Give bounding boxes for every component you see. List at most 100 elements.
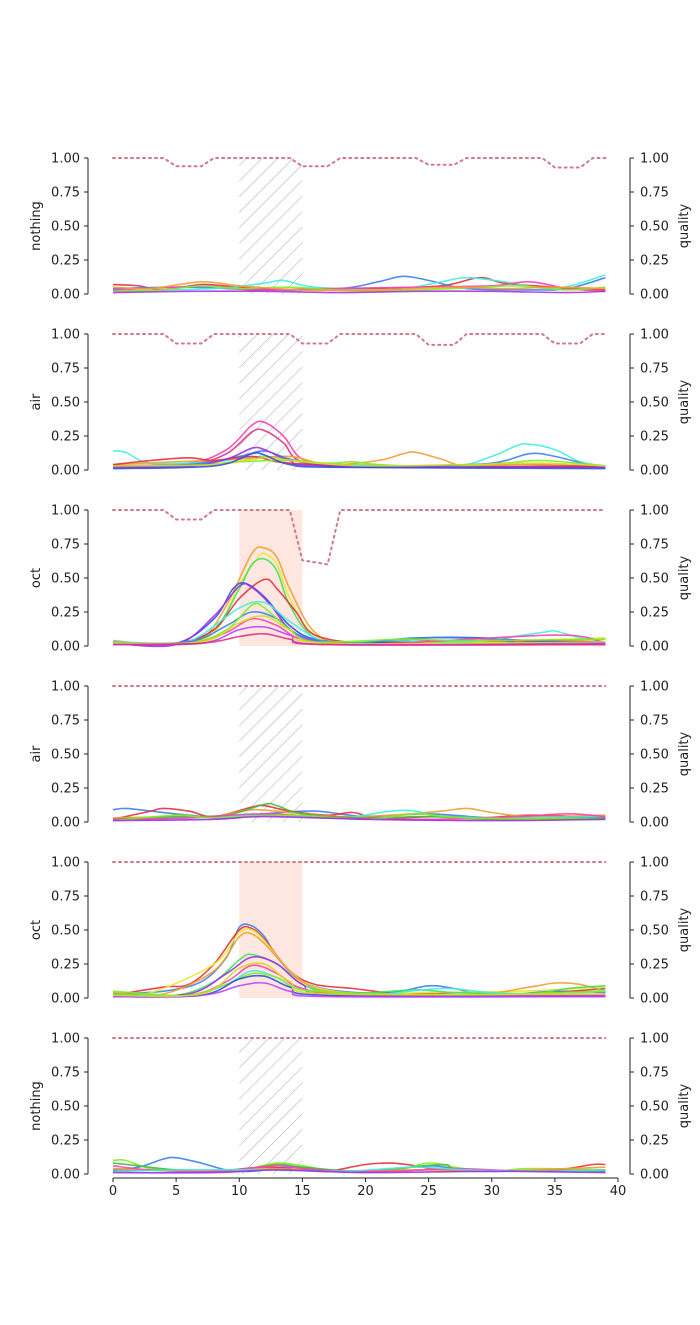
ytick-label: 0.25: [51, 958, 80, 973]
ylabel-right: quality: [677, 555, 692, 600]
xtick-label: 25: [420, 1184, 437, 1199]
ylabel-right: quality: [677, 203, 692, 248]
ylabel: air: [29, 393, 44, 411]
series-line: [112, 456, 606, 467]
ytick-label: 1.00: [51, 152, 80, 167]
ylabel: air: [29, 745, 44, 763]
ytick-label: 0.75: [51, 186, 80, 201]
ytick-label: 0.50: [51, 572, 80, 587]
xtick-label: 5: [172, 1184, 180, 1199]
quality-line: [112, 509, 607, 566]
stimulus-region: [239, 510, 303, 646]
ytick-label: 0.00: [51, 1168, 80, 1183]
ytick-label: 0.25: [51, 782, 80, 797]
ytick-label: 0.75: [51, 1066, 80, 1081]
ytick-label: 1.00: [51, 504, 80, 519]
series-line: [112, 280, 606, 292]
ytick-label: 0.00: [51, 464, 80, 479]
xtick-label: 10: [231, 1184, 248, 1199]
ytick-label-right: 1.00: [640, 856, 669, 871]
ytick-label-right: 0.75: [640, 890, 669, 905]
panel-3: 0.00 0.00 0.25 0.25 0.50 0.50 0.75 0.75 1.00 1.00…: [29, 504, 692, 655]
stimulus-region-hatched: [239, 1038, 303, 1174]
series-line: [112, 602, 606, 646]
series-line: [112, 546, 606, 646]
ytick-label: 0.75: [51, 362, 80, 377]
ytick-label: 1.00: [51, 856, 80, 871]
ytick-label-right: 0.00: [640, 1168, 669, 1183]
xtick-label: 35: [547, 1184, 564, 1199]
ytick-label-right: 0.00: [640, 464, 669, 479]
xtick-label: 30: [483, 1184, 500, 1199]
stimulus-region-hatched: [239, 686, 303, 822]
ytick-label-right: 1.00: [640, 328, 669, 343]
xtick-label: 20: [357, 1184, 374, 1199]
ytick-label-right: 0.75: [640, 186, 669, 201]
ytick-label: 0.25: [51, 254, 80, 269]
ytick-label: 0.75: [51, 538, 80, 553]
ylabel-right: quality: [677, 1083, 692, 1128]
ytick-label: 0.75: [51, 890, 80, 905]
ytick-label-right: 0.50: [640, 1100, 669, 1115]
series-line: [112, 925, 606, 997]
ytick-label-right: 0.75: [640, 714, 669, 729]
panel-1: 0.00 0.00 0.25 0.25 0.50 0.50 0.75 0.75 1.00 1.00…: [29, 152, 692, 303]
ytick-label: 0.50: [51, 748, 80, 763]
panel-2: 0.00 0.00 0.25 0.25 0.50 0.50 0.75 0.75 1.00 1.00…: [29, 328, 692, 479]
series-line: [112, 557, 606, 646]
ytick-label-right: 0.00: [640, 992, 669, 1007]
quality-line: [112, 157, 607, 169]
panel-4: 0.00 0.00 0.25 0.25 0.50 0.50 0.75 0.75 1.00 1.00…: [29, 680, 692, 831]
ytick-label: 1.00: [51, 680, 80, 695]
xtick-label: 15: [294, 1184, 311, 1199]
ytick-label-right: 0.75: [640, 362, 669, 377]
ytick-label: 1.00: [51, 1032, 80, 1047]
series-line: [112, 452, 606, 470]
ytick-label-right: 0.50: [640, 924, 669, 939]
series-line: [112, 981, 606, 998]
ytick-label-right: 1.00: [640, 680, 669, 695]
series-line: [112, 552, 606, 647]
ytick-label-right: 0.25: [640, 606, 669, 621]
ytick-label-right: 0.00: [640, 816, 669, 831]
ytick-label-right: 0.25: [640, 254, 669, 269]
ytick-label: 0.25: [51, 430, 80, 445]
series-line: [112, 931, 606, 997]
ytick-label-right: 0.25: [640, 782, 669, 797]
ytick-label-right: 0.25: [640, 430, 669, 445]
ytick-label-right: 0.50: [640, 396, 669, 411]
ytick-label: 0.00: [51, 288, 80, 303]
ylabel-right: quality: [677, 379, 692, 424]
ytick-label: 0.00: [51, 816, 80, 831]
ytick-label-right: 0.25: [640, 958, 669, 973]
series-line: [112, 815, 606, 822]
ytick-label-right: 0.50: [640, 220, 669, 235]
series-line: [112, 632, 606, 646]
ytick-label-right: 0.50: [640, 572, 669, 587]
quality-line: [112, 333, 607, 346]
ytick-label: 1.00: [51, 328, 80, 343]
ytick-label-right: 0.00: [640, 288, 669, 303]
ytick-label-right: 1.00: [640, 1032, 669, 1047]
ytick-label: 0.50: [51, 1100, 80, 1115]
ytick-label-right: 0.50: [640, 748, 669, 763]
series-line: [112, 582, 606, 648]
ytick-label-right: 0.25: [640, 1134, 669, 1149]
panel-6: 0.00 0.00 0.25 0.25 0.50 0.50 0.75 0.75 1.00 1.00…: [29, 1032, 692, 1200]
ytick-label: 0.50: [51, 924, 80, 939]
series-line: [112, 1169, 606, 1174]
stimulus-region-hatched: [239, 158, 303, 294]
ylabel: nothing: [29, 1081, 44, 1131]
ytick-label: 0.00: [51, 640, 80, 655]
ylabel: oct: [29, 920, 44, 940]
xtick-label: 0: [109, 1184, 117, 1199]
series-line: [112, 615, 606, 645]
ylabel: nothing: [29, 201, 44, 251]
ytick-label-right: 0.75: [640, 1066, 669, 1081]
series-line: [112, 600, 606, 645]
ytick-label: 0.50: [51, 396, 80, 411]
ytick-label: 0.50: [51, 220, 80, 235]
ylabel-right: quality: [677, 731, 692, 776]
